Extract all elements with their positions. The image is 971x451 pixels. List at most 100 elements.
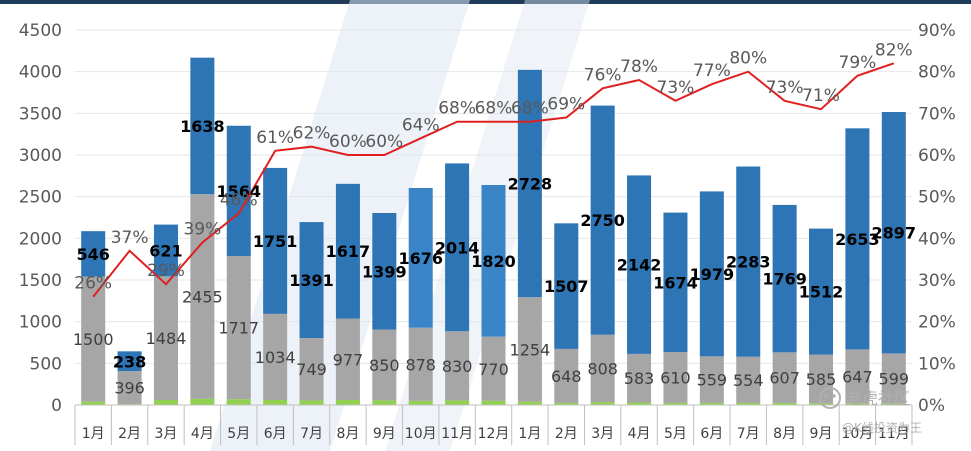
bar-segment xyxy=(590,105,615,335)
x-tick-label: 11月 xyxy=(878,426,910,442)
x-tick-label: 9月 xyxy=(373,426,396,442)
tiger-logo-icon xyxy=(819,387,841,409)
gray-value-label: 749 xyxy=(296,360,327,379)
bar-segment xyxy=(117,351,142,372)
share-line-path xyxy=(92,62,895,298)
bars xyxy=(81,57,906,405)
gridlines xyxy=(75,29,912,364)
x-tick-label: 10月 xyxy=(841,426,873,442)
gray-value-label: 850 xyxy=(369,356,400,375)
gray-value-label: 1034 xyxy=(255,348,296,367)
gray-value-label: 808 xyxy=(587,359,618,378)
share-pct-label: 71% xyxy=(802,86,840,106)
share-pct-label: 68% xyxy=(438,99,476,119)
x-tick-label: 4月 xyxy=(628,426,651,442)
bar-segment xyxy=(81,401,106,405)
x-tick-label: 1月 xyxy=(82,426,105,442)
bar-segment xyxy=(263,313,288,400)
blue-value-label: 2750 xyxy=(580,211,625,230)
x-tick-label: 9月 xyxy=(810,426,833,442)
share-pct-label: 73% xyxy=(657,78,695,98)
bar-segment xyxy=(772,352,797,403)
gray-value-label: 1500 xyxy=(73,330,114,349)
blue-value-label: 1391 xyxy=(289,271,334,290)
blue-value-label: 2014 xyxy=(435,238,480,257)
bar-segment xyxy=(445,331,470,401)
x-tick-label: 6月 xyxy=(700,426,723,442)
blue-value-label: 1674 xyxy=(653,273,698,292)
gray-value-label: 2455 xyxy=(182,287,223,306)
bar-segment xyxy=(881,353,906,404)
blue-value-label: 1512 xyxy=(799,283,844,302)
share-pct-label: 26% xyxy=(74,274,112,294)
bar-segment xyxy=(627,402,652,405)
share-pct-label: 79% xyxy=(839,53,877,73)
share-pct-label: 69% xyxy=(547,95,585,115)
x-tick-label: 7月 xyxy=(300,426,323,442)
right-tick-label: 50% xyxy=(918,188,956,208)
blue-value-label: 1399 xyxy=(362,262,407,281)
x-tick-label: 11月 xyxy=(441,426,473,442)
bar-segment xyxy=(117,371,142,405)
watermark-author: @K线投资为王 xyxy=(842,420,922,435)
bar-segment xyxy=(481,336,506,401)
x-tick-label: 6月 xyxy=(264,426,287,442)
gray-value-label: 770 xyxy=(478,360,509,379)
gray-value-label: 610 xyxy=(660,369,691,388)
bar-segment xyxy=(736,356,761,403)
bar-segment xyxy=(190,194,215,399)
share-pct-label: 76% xyxy=(584,65,622,85)
bar-segment xyxy=(881,112,906,354)
bar-segment xyxy=(335,318,360,400)
bar-segment xyxy=(408,400,433,405)
x-tick-label: 4月 xyxy=(191,426,214,442)
bar-segment xyxy=(335,400,360,405)
share-pct-label: 46% xyxy=(220,190,258,210)
watermark: 老虎社区 @K线投资为王 xyxy=(819,387,922,435)
share-pct-label: 37% xyxy=(111,228,149,248)
left-tick-label: 500 xyxy=(30,354,62,374)
blue-value-label: 546 xyxy=(76,245,109,264)
blue-value-label: 1564 xyxy=(216,182,261,201)
left-tick-label: 1000 xyxy=(19,313,62,333)
bar-segment xyxy=(699,191,724,357)
x-tick-label: 10月 xyxy=(405,426,437,442)
bar-segment xyxy=(663,352,688,403)
gray-value-label: 599 xyxy=(879,369,910,388)
bar-segment xyxy=(299,400,324,405)
bar-segment xyxy=(481,185,506,337)
gray-value-label: 583 xyxy=(624,369,655,388)
blue-value-label: 621 xyxy=(149,241,182,260)
blue-value-label: 2897 xyxy=(872,224,917,243)
x-tick-label: 3月 xyxy=(155,426,178,442)
left-tick-label: 4500 xyxy=(19,21,62,41)
gray-value-label: 585 xyxy=(806,370,837,389)
bar-segment xyxy=(81,276,106,402)
blue-value-label: 1820 xyxy=(471,252,516,271)
left-tick-label: 1500 xyxy=(19,271,62,291)
gray-value-label: 607 xyxy=(769,369,800,388)
blue-value-label: 2142 xyxy=(617,256,662,275)
share-pct-label: 39% xyxy=(183,220,221,240)
bar-segment xyxy=(299,338,324,401)
right-tick-label: 40% xyxy=(918,229,956,249)
share-pct-label: 82% xyxy=(875,40,913,60)
bar-segment xyxy=(772,402,797,405)
gray-value-label: 1254 xyxy=(510,340,551,359)
right-tick-label: 10% xyxy=(918,354,956,374)
right-tick-label: 60% xyxy=(918,146,956,166)
x-tick-label: 8月 xyxy=(773,426,796,442)
bar-segment xyxy=(372,329,397,401)
right-tick-label: 90% xyxy=(918,21,956,41)
x-tick-label: 1月 xyxy=(518,426,541,442)
bar-segment xyxy=(554,223,579,349)
right-tick-label: 0% xyxy=(918,396,945,416)
share-pct-label: 62% xyxy=(293,124,331,144)
blue-value-label: 238 xyxy=(113,352,146,371)
right-tick-label: 80% xyxy=(918,63,956,83)
share-pct-label: 29% xyxy=(147,261,185,281)
right-tick-label: 30% xyxy=(918,271,956,291)
blue-value-label: 1507 xyxy=(544,277,589,296)
bar-segment xyxy=(226,399,251,405)
